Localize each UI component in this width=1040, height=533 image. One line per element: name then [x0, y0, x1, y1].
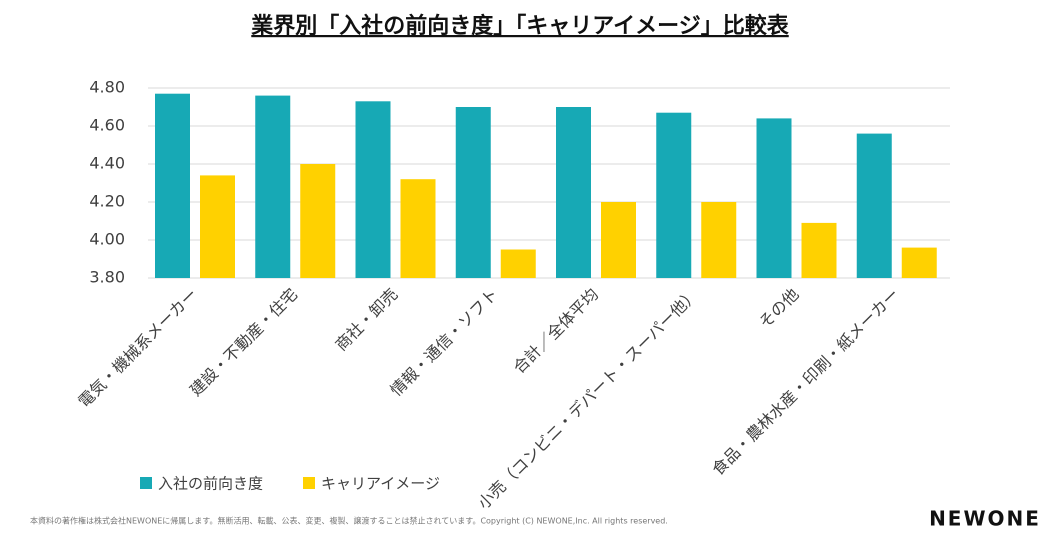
bar [200, 175, 235, 278]
bar [300, 164, 336, 278]
y-tick-label: 4.80 [89, 78, 125, 97]
bar [155, 93, 190, 278]
y-tick-label: 3.80 [89, 268, 125, 287]
x-tick-label: 商社・卸売 [331, 285, 401, 355]
bar [455, 107, 491, 278]
bar [400, 179, 436, 278]
chart-title: 業界別「入社の前向き度」「キャリアイメージ」比較表 [251, 13, 789, 39]
bar [756, 118, 792, 279]
legend-label: キャリアイメージ [321, 475, 440, 493]
bar [656, 112, 692, 278]
bar [601, 202, 636, 278]
legend-swatch [303, 477, 315, 489]
y-tick-label: 4.00 [89, 230, 125, 249]
y-tick-label: 4.20 [89, 192, 125, 211]
logo: NEWONE [929, 507, 1040, 531]
bar [556, 107, 591, 278]
copyright: 本資料の著作権は株式会社NEWONEに帰属します。無断活用、転載、公表、変更、複… [30, 516, 668, 526]
y-tick-label: 4.60 [89, 116, 125, 135]
bar [255, 95, 291, 278]
bar [355, 101, 391, 278]
x-tick-label: 合計／全体平均 [509, 285, 602, 378]
bar [500, 249, 536, 278]
x-tick-label: 小売（コンビニ・デパート・スーパー他） [474, 285, 702, 513]
legend-swatch [140, 477, 152, 489]
x-tick-label: 電気・機械系メーカー [74, 285, 201, 412]
bar [856, 133, 892, 278]
y-tick-label: 4.40 [89, 154, 125, 173]
bar [701, 202, 737, 278]
bar [901, 247, 937, 278]
x-tick-label: 食品・農林水産・印刷・紙メーカー [708, 285, 902, 479]
x-tick-label: 情報・通信・ソフト [386, 285, 501, 400]
bar [801, 222, 837, 278]
legend-label: 入社の前向き度 [158, 475, 263, 493]
x-tick-label: その他 [755, 285, 802, 332]
x-tick-label: 建設・不動産・住宅 [186, 285, 301, 400]
